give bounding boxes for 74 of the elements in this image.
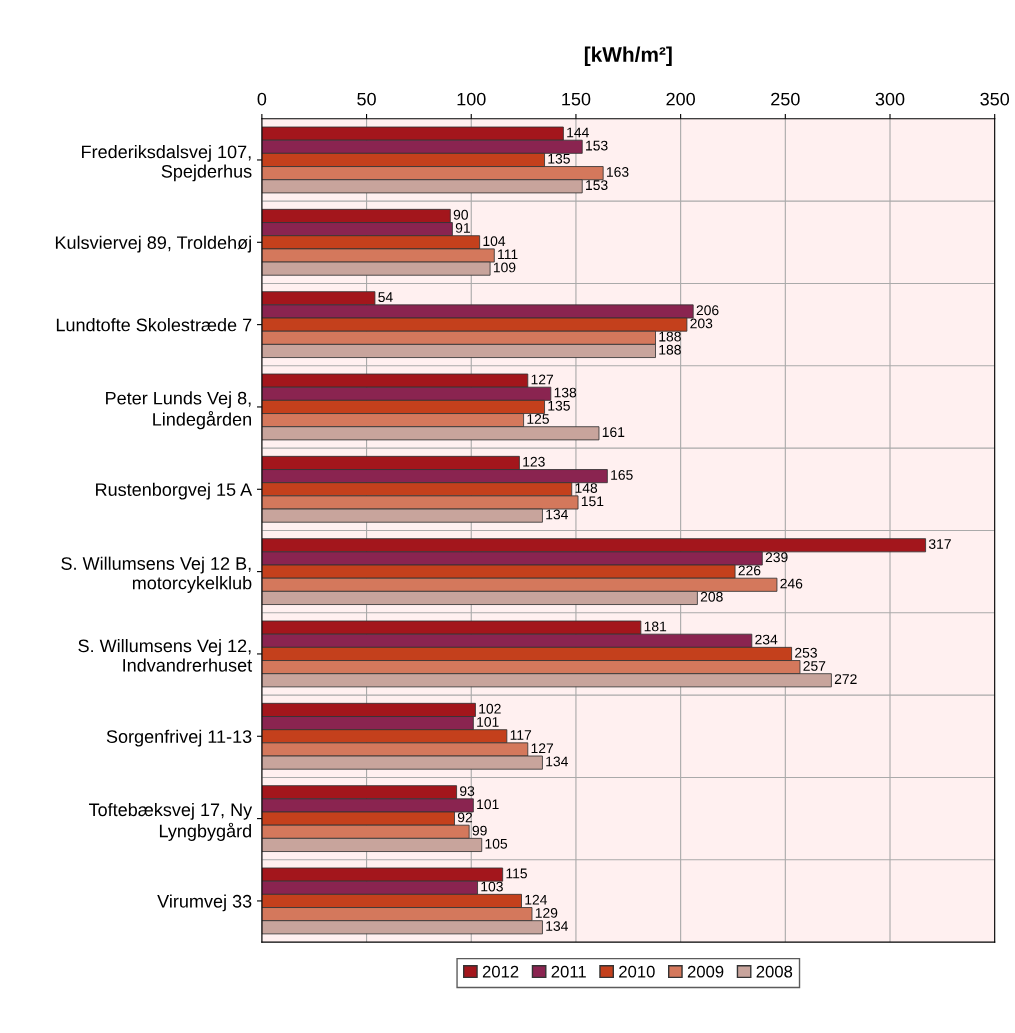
data-label: 125 [527,414,549,424]
data-label: 134 [546,509,568,520]
data-label: 134 [546,756,568,767]
legend-label: 2009 [687,965,724,978]
data-label: 272 [834,674,857,684]
y-tick-label: S. Willumsens Vej 12 B, motorcykelklub [61,556,252,593]
y-tick-label: Virumvej 33 [157,894,252,912]
legend-label: 2012 [482,965,519,978]
data-label: 91 [455,223,470,233]
data-label: 104 [483,236,506,247]
data-label: 123 [523,456,545,467]
y-tick-label: Frederiksdalsvej 107, Spejderhus [82,145,252,182]
data-label: 234 [755,634,778,645]
y-tick-label: Lundtofte Skolestræde 7 [56,318,252,332]
legend-label: 2008 [756,965,793,978]
x-axis-title: [kWh/m²] [584,46,672,67]
data-label: 206 [696,305,719,316]
x-tick-label: 100 [457,92,486,106]
data-label: 99 [472,825,487,836]
x-tick-label: 300 [875,92,905,106]
data-label: 188 [659,344,681,355]
x-tick-label: 350 [980,92,1010,106]
data-label: 165 [611,470,633,480]
data-label: 111 [498,249,518,260]
x-tick-label: 50 [357,92,376,106]
data-label: 144 [567,127,589,138]
data-label: 253 [795,647,817,658]
data-label: 181 [644,621,667,632]
data-label: 163 [607,167,629,177]
data-label: 134 [546,921,568,931]
data-label: 93 [460,786,475,796]
legend-label: 2011 [551,965,586,978]
y-tick-label: S. Willumsens Vej 12, Indvandrerhuset [78,638,253,672]
data-label: 148 [575,483,598,494]
data-label: 109 [493,262,516,273]
data-label: 90 [453,209,468,220]
data-label: 317 [928,539,951,549]
data-label: 208 [700,591,723,602]
x-tick-label: 150 [562,92,591,106]
data-label: 161 [602,427,625,438]
data-label: 226 [738,565,761,576]
x-tick-label: 200 [666,92,695,106]
y-tick-label: Peter Lunds Vej 8, Lindegården [106,391,251,430]
data-label: 129 [535,908,558,918]
data-label: 135 [548,153,570,164]
data-label: 138 [554,387,577,398]
data-label: 105 [485,838,508,849]
data-label: 117 [510,730,532,740]
data-label: 92 [457,812,473,823]
data-label: 127 [531,743,554,754]
y-tick-label: Kulsviervej 89, Troldehøj [55,235,251,253]
data-label: 151 [581,496,604,507]
data-label: 102 [479,703,501,714]
y-tick-label: Sorgenfrivej 11-13 [106,729,252,747]
data-label: 127 [531,374,554,385]
y-tick-label: Toftebæksvej 17, Ny Lyngbygård [88,802,253,841]
data-label: 103 [481,881,503,892]
legend-label: 2010 [619,965,655,978]
y-tick-label: Rustenborgvej 15 A [96,482,253,500]
data-label: 257 [803,661,826,671]
data-label: 135 [548,400,570,411]
data-label: 188 [659,331,681,342]
data-label: 124 [525,894,548,905]
data-label: 153 [586,140,608,151]
data-label: 101 [477,799,499,810]
data-label: 246 [780,578,803,589]
data-label: 239 [765,552,788,563]
x-tick-label: 0 [257,92,267,106]
data-label: 153 [586,180,608,191]
data-label: 54 [378,292,393,302]
x-tick-label: 250 [771,92,800,106]
data-label: 101 [477,716,499,727]
data-label: 203 [690,318,713,329]
data-label: 115 [506,868,527,879]
